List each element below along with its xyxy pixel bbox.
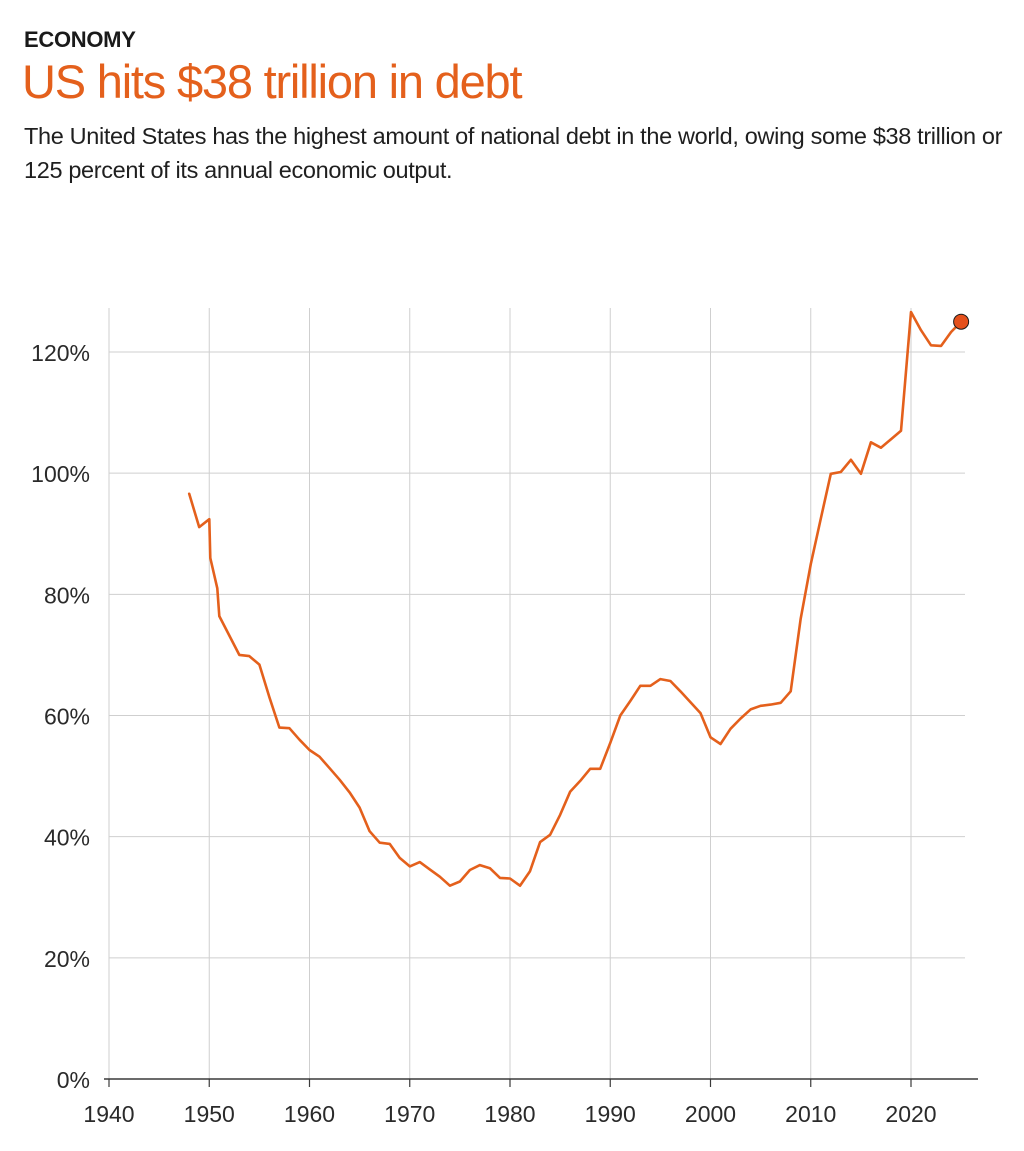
- y-tick-label-80: 80%: [44, 582, 90, 608]
- x-tick-label-2020: 2020: [885, 1101, 936, 1127]
- x-tick-label-2000: 2000: [685, 1101, 736, 1127]
- page-title: US hits $38 trillion in debt: [22, 55, 523, 108]
- chart-series: [187, 310, 970, 887]
- x-tick-label-1950: 1950: [184, 1101, 235, 1127]
- x-tick-label-1940: 1940: [83, 1101, 134, 1127]
- x-tick-label-1970: 1970: [384, 1101, 435, 1127]
- section-kicker: ECONOMY: [24, 27, 136, 52]
- latest-value-marker: [953, 313, 970, 330]
- chart-tick-labels: 0% 20% 40% 60% 80% 100% 120% 1940 1950 1960 1970 19…: [31, 340, 936, 1127]
- x-tick-label-1960: 1960: [284, 1101, 335, 1127]
- y-tick-label-100: 100%: [31, 461, 90, 487]
- chart-gridlines: [108, 308, 965, 1079]
- x-tick-label-1990: 1990: [585, 1101, 636, 1127]
- x-tick-label-2010: 2010: [785, 1101, 836, 1127]
- debt-series-line: [187, 310, 963, 887]
- y-tick-label-120: 120%: [31, 340, 90, 366]
- y-tick-label-20: 20%: [44, 946, 90, 972]
- y-tick-label-60: 60%: [44, 704, 90, 730]
- page-subtitle: The United States has the highest amount…: [24, 123, 1003, 183]
- x-tick-label-1980: 1980: [484, 1101, 535, 1127]
- chart-axes: [104, 1078, 978, 1087]
- y-tick-label-40: 40%: [44, 825, 90, 851]
- y-tick-label-0: 0%: [57, 1067, 90, 1093]
